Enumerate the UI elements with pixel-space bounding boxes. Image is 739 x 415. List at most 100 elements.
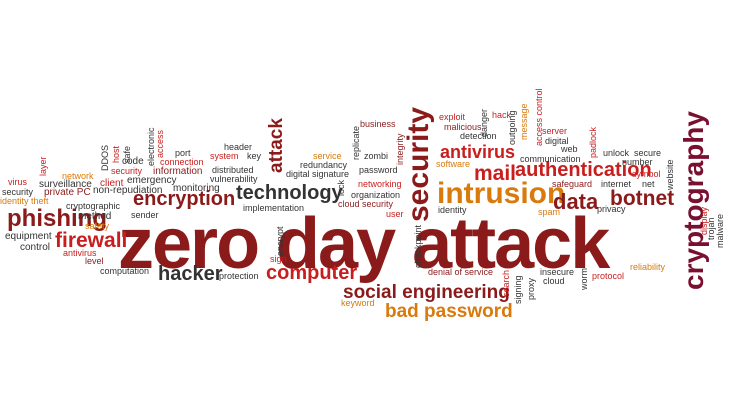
word-service: service <box>313 151 342 161</box>
word-non-repudiation: non-repudiation <box>93 185 163 196</box>
word-system: system <box>210 151 239 161</box>
word-keyword: keyword <box>341 298 375 308</box>
word-detection: detection <box>460 131 497 141</box>
word-security: security <box>402 106 435 222</box>
word-surveillance: surveillance <box>39 179 92 190</box>
word-redundancy: redundancy <box>300 160 348 170</box>
word-sign: sign <box>270 254 287 264</box>
word-computation: computation <box>100 266 150 276</box>
word-bad-password: bad password <box>385 301 513 322</box>
word-ddos: DDOS <box>100 144 110 171</box>
word-web: web <box>561 144 578 154</box>
word-number: number <box>622 157 653 167</box>
word-signing: signing <box>513 275 523 304</box>
word-security-mid: security <box>111 166 143 176</box>
word-digital-signature: digital signature <box>286 169 350 179</box>
word-communication: communication <box>520 154 581 164</box>
word-outgoing: outgoing <box>507 110 517 145</box>
word-port: port <box>175 148 191 158</box>
word-secure: secure <box>634 148 662 158</box>
word-protection: protection <box>219 271 259 281</box>
word-business: business <box>360 119 396 129</box>
word-attack: attack <box>266 118 287 173</box>
word-software: software <box>436 159 471 169</box>
word-malicious: malicious <box>444 122 482 132</box>
word-equipment: equipment <box>5 231 52 242</box>
word-hacker: hacker <box>158 263 223 285</box>
word-information: information <box>153 166 203 177</box>
word-connection: connection <box>160 157 204 167</box>
word-emergency: emergency <box>127 175 177 186</box>
word-access: access <box>155 129 165 158</box>
word-proxy: proxy <box>526 277 536 300</box>
word-lock: lock <box>336 179 346 196</box>
word-cryptography: cryptography <box>678 111 709 290</box>
word-identity: identity <box>438 205 467 215</box>
word-exploit: exploit <box>439 112 466 122</box>
word-encrypt: encrypt <box>275 226 285 256</box>
word-data: data <box>553 189 599 214</box>
word-vulnerability: vulnerability <box>210 174 258 184</box>
word-website: website <box>665 159 675 190</box>
word-control: control <box>20 242 51 253</box>
word-identity-theft: identity theft <box>0 196 49 206</box>
word-security-small: security <box>2 187 34 197</box>
word-integrity: integrity <box>395 133 405 165</box>
word-insecure: insecure <box>540 267 575 277</box>
word-sender: sender <box>131 210 159 220</box>
word-header: header <box>224 142 253 152</box>
word-organization: organization <box>351 190 401 200</box>
word-malware: malware <box>715 213 725 248</box>
word-antivirus-small: antivirus <box>63 248 97 258</box>
word-computer: computer <box>266 262 358 284</box>
word-zombi: zombi <box>364 151 389 161</box>
word-networking: networking <box>358 179 402 189</box>
word-safeguard: safeguard <box>552 179 593 189</box>
word-worm: worm <box>579 268 589 290</box>
word-message: message <box>519 103 529 140</box>
word-code: code <box>122 156 144 167</box>
word-intrusion: intrusion <box>437 177 566 210</box>
word-authentication: authentication <box>515 159 652 181</box>
word-internet: internet <box>601 179 632 189</box>
word-method: method <box>78 211 112 222</box>
word-replicate: replicate <box>351 125 361 160</box>
word-checkpoint: checkpoint <box>413 224 423 268</box>
word-hack: hack <box>492 110 512 120</box>
word-key: key <box>247 151 262 161</box>
word-access-control: access control <box>534 88 544 146</box>
word-mail: mail <box>474 162 517 185</box>
word-server: server <box>542 126 568 136</box>
word-client: client <box>100 178 124 189</box>
word-implementation: implementation <box>243 203 305 213</box>
word-antivirus-big: antivirus <box>440 142 516 162</box>
word-cryptographic: cryptographic <box>66 201 121 211</box>
word-layer: layer <box>38 156 48 176</box>
word-spam: spam <box>538 207 561 217</box>
word-phishing: phishing <box>7 205 107 232</box>
word-private-pc: private PC <box>44 187 91 198</box>
word-cloud: cloud <box>543 276 565 286</box>
word-privacy: privacy <box>597 204 626 214</box>
word-user: user <box>386 209 404 219</box>
word-search: search <box>501 269 511 297</box>
word-symbol: symbol <box>632 169 661 179</box>
word-level: level <box>85 256 104 266</box>
word-firewall: firewall <box>55 229 128 252</box>
word-distributed: distributed <box>212 165 254 175</box>
word-technology: technology <box>236 182 343 204</box>
word-digital: digital <box>545 136 569 146</box>
word-monitoring: monitoring <box>173 183 220 194</box>
word-unlock: unlock <box>603 148 630 158</box>
word-encryption: encryption <box>133 188 236 210</box>
word-network: network <box>62 171 94 181</box>
word-botnet: botnet <box>610 187 675 210</box>
word-cloud-security: cloud security <box>338 199 394 209</box>
word-host: host <box>111 145 121 163</box>
word-zero-day-attack: zero day attack <box>118 204 610 284</box>
word-net: net <box>642 179 655 189</box>
word-protocol: protocol <box>592 271 625 281</box>
word-password: password <box>359 165 398 175</box>
word-safety: safety <box>85 221 110 231</box>
